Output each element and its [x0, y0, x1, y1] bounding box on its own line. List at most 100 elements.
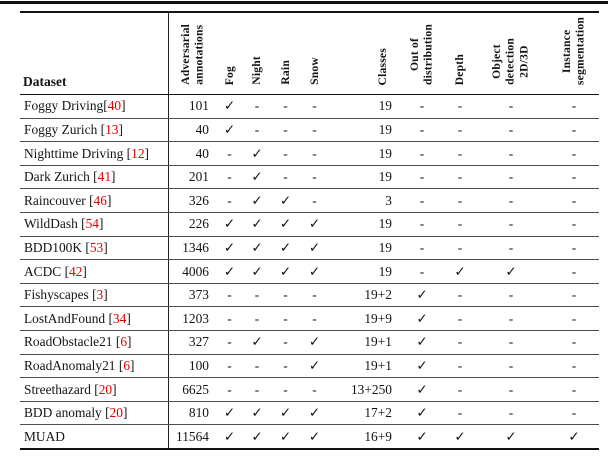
citation-bracket: ] — [106, 192, 112, 208]
citation-bracket: ] — [144, 145, 149, 161]
checkmark-night: ✓ — [243, 424, 271, 449]
checkmark-snow: ✓ — [300, 401, 329, 426]
citation-link[interactable]: 42 — [69, 263, 83, 279]
citation-link[interactable]: 12 — [131, 145, 145, 161]
value-depth: - — [447, 377, 473, 402]
column-header-label: Out of distribution — [408, 24, 435, 86]
citation-link[interactable]: 20 — [109, 405, 123, 421]
value-rain: - — [271, 377, 300, 402]
citation-link[interactable]: 20 — [98, 381, 113, 397]
value-instance-segmentation: - — [549, 401, 599, 426]
dataset-name: WildDash — [24, 216, 82, 232]
table-row: Foggy Zurich [13] 40 ✓ - - -19- - - - — [20, 118, 599, 143]
value-adversarial-annotations: 40 — [168, 118, 216, 143]
value-night: - — [243, 283, 271, 308]
citation-bracket: [ — [126, 145, 132, 161]
value-snow: - — [300, 141, 329, 166]
value-classes: 3 — [329, 188, 397, 214]
value-object-detection-2d3d: - — [473, 401, 549, 426]
checkmark-out-of-distribution: ✓ — [397, 283, 447, 308]
table-row: Fishyscapes [3] 373- - - -19+2 ✓ - - - — [20, 283, 599, 308]
value-out-of-distribution: - — [397, 165, 447, 190]
table-row: Streethazard [20] 6625- - - -13+250 ✓ - - - — [20, 377, 599, 402]
checkmark-fog: ✓ — [216, 212, 243, 237]
citation-link[interactable]: 53 — [89, 239, 104, 255]
value-adversarial-annotations: 101 — [168, 94, 216, 119]
value-depth: - — [447, 283, 473, 308]
dataset-name: Foggy Driving — [24, 98, 104, 114]
column-header-label: Rain — [278, 60, 292, 86]
value-object-detection-2d3d: - — [473, 354, 549, 379]
citation-link[interactable]: 54 — [85, 216, 99, 232]
column-header-depth: Depth — [447, 12, 473, 96]
citation-bracket: ] — [118, 121, 123, 137]
checkmark-rain: ✓ — [271, 188, 300, 214]
citation-link[interactable]: 3 — [96, 287, 104, 303]
citation-link[interactable]: 13 — [105, 121, 119, 137]
value-snow: - — [300, 283, 329, 308]
value-rain: - — [271, 118, 300, 143]
citation-link[interactable]: 40 — [107, 98, 122, 114]
table-row: Dark Zurich [41] 201- ✓ - -19- - - - — [20, 165, 599, 190]
value-adversarial-annotations: 40 — [168, 141, 216, 166]
value-fog: - — [216, 377, 243, 402]
value-adversarial-annotations: 226 — [168, 212, 216, 237]
checkmark-depth: ✓ — [447, 424, 473, 449]
citation-bracket: ] — [112, 381, 117, 397]
value-object-detection-2d3d: - — [473, 306, 549, 332]
citation-bracket: ] — [98, 216, 104, 232]
value-classes: 19+1 — [329, 354, 397, 379]
checkmark-snow: ✓ — [300, 236, 329, 261]
checkmark-night: ✓ — [243, 188, 271, 214]
checkmark-snow: ✓ — [300, 330, 329, 355]
value-out-of-distribution: - — [397, 141, 447, 166]
citation-bracket: [ — [105, 405, 110, 421]
citation-bracket: [ — [118, 357, 124, 373]
dataset-name-cell: BDD100K [53] — [20, 236, 169, 261]
value-out-of-distribution: - — [397, 236, 447, 261]
checkmark-fog: ✓ — [216, 259, 243, 284]
table-row: MUAD 11564 ✓ ✓ ✓ ✓ 16+9 ✓ ✓ ✓ ✓ — [20, 424, 599, 449]
column-header-instance-segmentation: Instance segmentation — [549, 12, 599, 96]
table-row: Foggy Driving[40] 101 ✓ - - -19- - - - — [20, 94, 599, 119]
checkmark-night: ✓ — [243, 165, 271, 190]
value-adversarial-annotations: 6625 — [168, 377, 216, 402]
citation-link[interactable]: 34 — [112, 310, 127, 326]
citation-bracket: ] — [130, 357, 135, 373]
value-fog: - — [216, 283, 243, 308]
checkmark-rain: ✓ — [271, 401, 300, 426]
value-fog: - — [216, 141, 243, 166]
checkmark-fog: ✓ — [216, 94, 243, 119]
value-classes: 19 — [329, 165, 397, 190]
column-header-label: Depth — [453, 53, 467, 86]
table-row: Raincouver [46] 326- ✓ ✓ -3- - - - — [20, 188, 599, 214]
dataset-name: Nighttime Driving — [24, 145, 127, 161]
value-classes: 19 — [329, 259, 397, 284]
citation-bracket: [ — [64, 263, 70, 279]
value-object-detection-2d3d: - — [473, 94, 549, 119]
dataset-name-cell: LostAndFound [34] — [20, 306, 169, 332]
value-depth: - — [447, 212, 473, 237]
citation-link[interactable]: 6 — [120, 334, 128, 350]
dataset-name-cell: Fishyscapes [3] — [20, 283, 169, 308]
table-body: Foggy Driving[40] 101 ✓ - - -19- - - - Foggy Zuri… — [20, 94, 599, 449]
table-header: Dataset Adversarial annotations Fog Night R… — [20, 12, 599, 96]
value-instance-segmentation: - — [549, 141, 599, 166]
checkmark-snow: ✓ — [300, 259, 329, 284]
value-night: - — [243, 94, 271, 119]
table-row: RoadObstacle21 [6] 327- ✓ - ✓ 19+1 ✓ - - - — [20, 330, 599, 355]
checkmark-rain: ✓ — [271, 424, 300, 449]
citation-link[interactable]: 41 — [97, 169, 112, 185]
value-object-detection-2d3d: - — [473, 236, 549, 261]
checkmark-snow: ✓ — [300, 424, 329, 449]
column-header-object-detection-2d3d: Object detection 2D/3D — [473, 12, 549, 96]
citation-bracket: [ — [103, 98, 108, 114]
citation-link[interactable]: 46 — [93, 192, 107, 208]
value-rain: - — [271, 354, 300, 379]
table-row: Nighttime Driving [12] 40- ✓ - -19- - - - — [20, 141, 599, 166]
value-depth: - — [447, 141, 473, 166]
citation-link[interactable]: 6 — [123, 357, 131, 373]
column-header-snow: Snow — [300, 12, 329, 96]
table-row: ACDC [42] 4006 ✓ ✓ ✓ ✓ 19- ✓ ✓ - — [20, 259, 599, 284]
